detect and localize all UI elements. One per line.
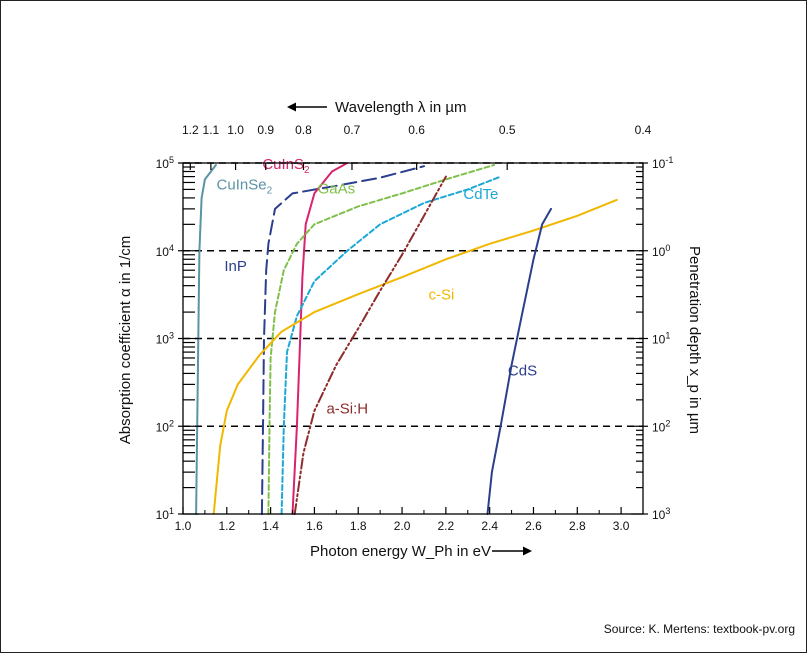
series-label-cds: CdS bbox=[508, 362, 537, 379]
x-tick-label: 3.0 bbox=[613, 519, 630, 533]
top-tick-label: 0.5 bbox=[499, 123, 516, 137]
series-line-cdte bbox=[280, 175, 502, 515]
series-label-gaas: GaAs bbox=[318, 180, 356, 197]
top-tick-label: 1.1 bbox=[203, 123, 220, 137]
y-tick-label: 103 bbox=[156, 331, 174, 347]
y-right-tick-label: 100 bbox=[652, 243, 670, 259]
series-line-cds bbox=[486, 207, 552, 515]
bottom-axis-arrow bbox=[492, 546, 532, 556]
source-credit: Source: K. Mertens: textbook-pv.org bbox=[604, 622, 795, 636]
series-label-c-si: c-Si bbox=[429, 286, 455, 303]
top-tick-label: 1.2 bbox=[182, 123, 199, 137]
left-axis-title: Absorption coefficient α in 1/cm bbox=[117, 236, 134, 445]
x-tick-label: 1.8 bbox=[350, 519, 367, 533]
y-tick-label: 105 bbox=[156, 155, 174, 171]
top-tick-label: 0.8 bbox=[295, 123, 312, 137]
x-tick-label: 2.2 bbox=[438, 519, 455, 533]
y-right-tick-label: 101 bbox=[652, 331, 670, 347]
y-tick-label: 102 bbox=[156, 418, 174, 434]
top-axis-title: Wavelength λ in µm bbox=[335, 99, 466, 116]
top-tick-label: 1.0 bbox=[227, 123, 244, 137]
series-label-inp: InP bbox=[224, 258, 247, 275]
top-tick-label: 0.9 bbox=[257, 123, 274, 137]
top-tick-label: 0.4 bbox=[635, 123, 652, 137]
series-line-inp bbox=[260, 165, 425, 515]
series-line-a-si-h bbox=[293, 175, 447, 515]
series-line-gaas bbox=[267, 164, 495, 515]
series-label-cuins2: CuInS2 bbox=[262, 156, 310, 176]
series-label-cuinse2: CuInSe2 bbox=[217, 176, 273, 196]
top-tick-label: 0.6 bbox=[408, 123, 425, 137]
top-tick-label: 0.7 bbox=[344, 123, 361, 137]
bottom-axis-title: Photon energy W_Ph in eV bbox=[310, 543, 491, 560]
series-line-cuins2 bbox=[291, 162, 349, 515]
x-tick-label: 2.8 bbox=[569, 519, 586, 533]
grid-layer bbox=[183, 162, 643, 428]
x-tick-label: 1.2 bbox=[218, 519, 235, 533]
top-axis-arrow bbox=[287, 102, 327, 112]
right-axis-title: Penetration depth x_p in µm bbox=[686, 246, 703, 434]
y-right-tick-label: 103 bbox=[652, 506, 670, 522]
y-tick-label: 101 bbox=[156, 506, 174, 522]
series-label-cdte: CdTe bbox=[463, 186, 498, 203]
x-tick-label: 2.6 bbox=[525, 519, 542, 533]
x-tick-label: 1.0 bbox=[175, 519, 192, 533]
x-tick-label: 1.4 bbox=[262, 519, 279, 533]
x-tick-label: 2.0 bbox=[394, 519, 411, 533]
series-layer: CuInSe2 InP CuInS2 GaAs CdTe c-Si a-Si:H CdS bbox=[195, 156, 618, 515]
x-tick-label: 2.4 bbox=[481, 519, 498, 533]
series-label-a-si-h: a-Si:H bbox=[326, 400, 368, 417]
axes-layer: 101 102 103 104 105 103 102 101 100 10-1 1.0 1.2 1.4… bbox=[156, 123, 674, 533]
y-tick-label: 104 bbox=[156, 243, 174, 259]
x-tick-label: 1.6 bbox=[306, 519, 323, 533]
series-line-cuinse2 bbox=[195, 164, 217, 515]
series-line-c-si bbox=[212, 198, 618, 515]
y-right-tick-label: 10-1 bbox=[652, 155, 673, 171]
y-right-tick-label: 102 bbox=[652, 418, 670, 434]
